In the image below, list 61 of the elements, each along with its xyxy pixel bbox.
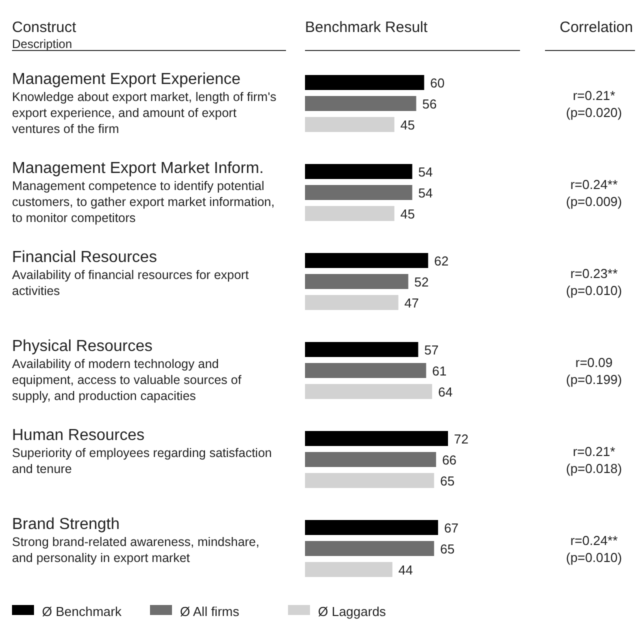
bar bbox=[305, 117, 394, 132]
data-label: 62 bbox=[434, 254, 449, 268]
legend-label: Ø Laggards bbox=[318, 604, 386, 619]
data-label: 65 bbox=[440, 474, 455, 488]
y-tick-label: Brand Strength bbox=[12, 516, 120, 533]
bar bbox=[305, 473, 434, 488]
data-label: 52 bbox=[414, 274, 429, 290]
data-label: 65 bbox=[440, 542, 455, 556]
bar bbox=[305, 363, 426, 378]
bar bbox=[305, 384, 432, 399]
data-label: 54 bbox=[418, 164, 433, 180]
data-label: 72 bbox=[454, 432, 468, 446]
text: Knowledge about export market, length of firm's export experience, and amount of export ventures of the firm bbox=[12, 90, 276, 136]
legend-label: Ø All firms bbox=[180, 604, 240, 619]
data-label: 45 bbox=[400, 206, 415, 222]
bar bbox=[305, 185, 412, 200]
legend-label: Ø Benchmark bbox=[42, 604, 122, 619]
text: Strong brand-related awareness, mindshare, and personality in export market bbox=[12, 535, 260, 565]
text: Availability of financial resources for export activities bbox=[12, 268, 250, 298]
text: r=0.21* (p=0.018) bbox=[566, 444, 622, 476]
data-label: 60 bbox=[430, 76, 445, 90]
y-tick-label: Physical Resources bbox=[12, 338, 152, 355]
bar bbox=[305, 452, 436, 467]
text: r=0.24** (p=0.010) bbox=[566, 533, 622, 565]
text: r=0.24** (p=0.009) bbox=[566, 177, 622, 209]
data-label: 45 bbox=[400, 118, 415, 132]
bar bbox=[305, 562, 392, 577]
text: r=0.23** (p=0.010) bbox=[566, 266, 622, 298]
data-label: 66 bbox=[442, 452, 457, 468]
bar bbox=[305, 75, 424, 90]
bar bbox=[305, 431, 448, 446]
text: Correlation bbox=[560, 19, 633, 36]
bar bbox=[305, 541, 434, 556]
text: Management competence to identify potential customers, to gather export market information, to monitor competitors bbox=[12, 179, 275, 225]
text: Superiority of employees regarding satisfaction and tenure bbox=[12, 446, 272, 476]
y-tick-label: Financial Resources bbox=[12, 249, 157, 266]
data-label: 57 bbox=[424, 342, 439, 358]
y-tick-label: Management Export Experience bbox=[12, 71, 241, 88]
data-label: 44 bbox=[398, 562, 413, 578]
data-label: 47 bbox=[404, 296, 419, 310]
y-tick-label: Management Export Market Inform. bbox=[12, 160, 264, 177]
text: r=0.09 (p=0.199) bbox=[566, 355, 622, 387]
bar bbox=[305, 206, 394, 221]
data-label: 61 bbox=[432, 364, 447, 378]
data-label: 54 bbox=[418, 186, 433, 200]
text: Availability of modern technology and equipment, access to valuable sources of supply, and production capacities bbox=[12, 357, 242, 403]
bar bbox=[305, 520, 438, 535]
bar bbox=[305, 274, 408, 289]
bar bbox=[305, 164, 412, 179]
data-label: 64 bbox=[438, 384, 453, 400]
text: Benchmark Result bbox=[305, 19, 428, 36]
text: Construct bbox=[12, 19, 78, 36]
bar bbox=[305, 96, 416, 111]
bar bbox=[305, 295, 398, 310]
data-label: 67 bbox=[444, 520, 459, 536]
bar bbox=[305, 342, 418, 357]
bar bbox=[305, 253, 428, 268]
y-tick-label: Human Resources bbox=[12, 427, 144, 444]
data-label: 56 bbox=[422, 96, 437, 112]
text: Description bbox=[12, 37, 72, 51]
text: r=0.21* (p=0.020) bbox=[566, 88, 622, 120]
